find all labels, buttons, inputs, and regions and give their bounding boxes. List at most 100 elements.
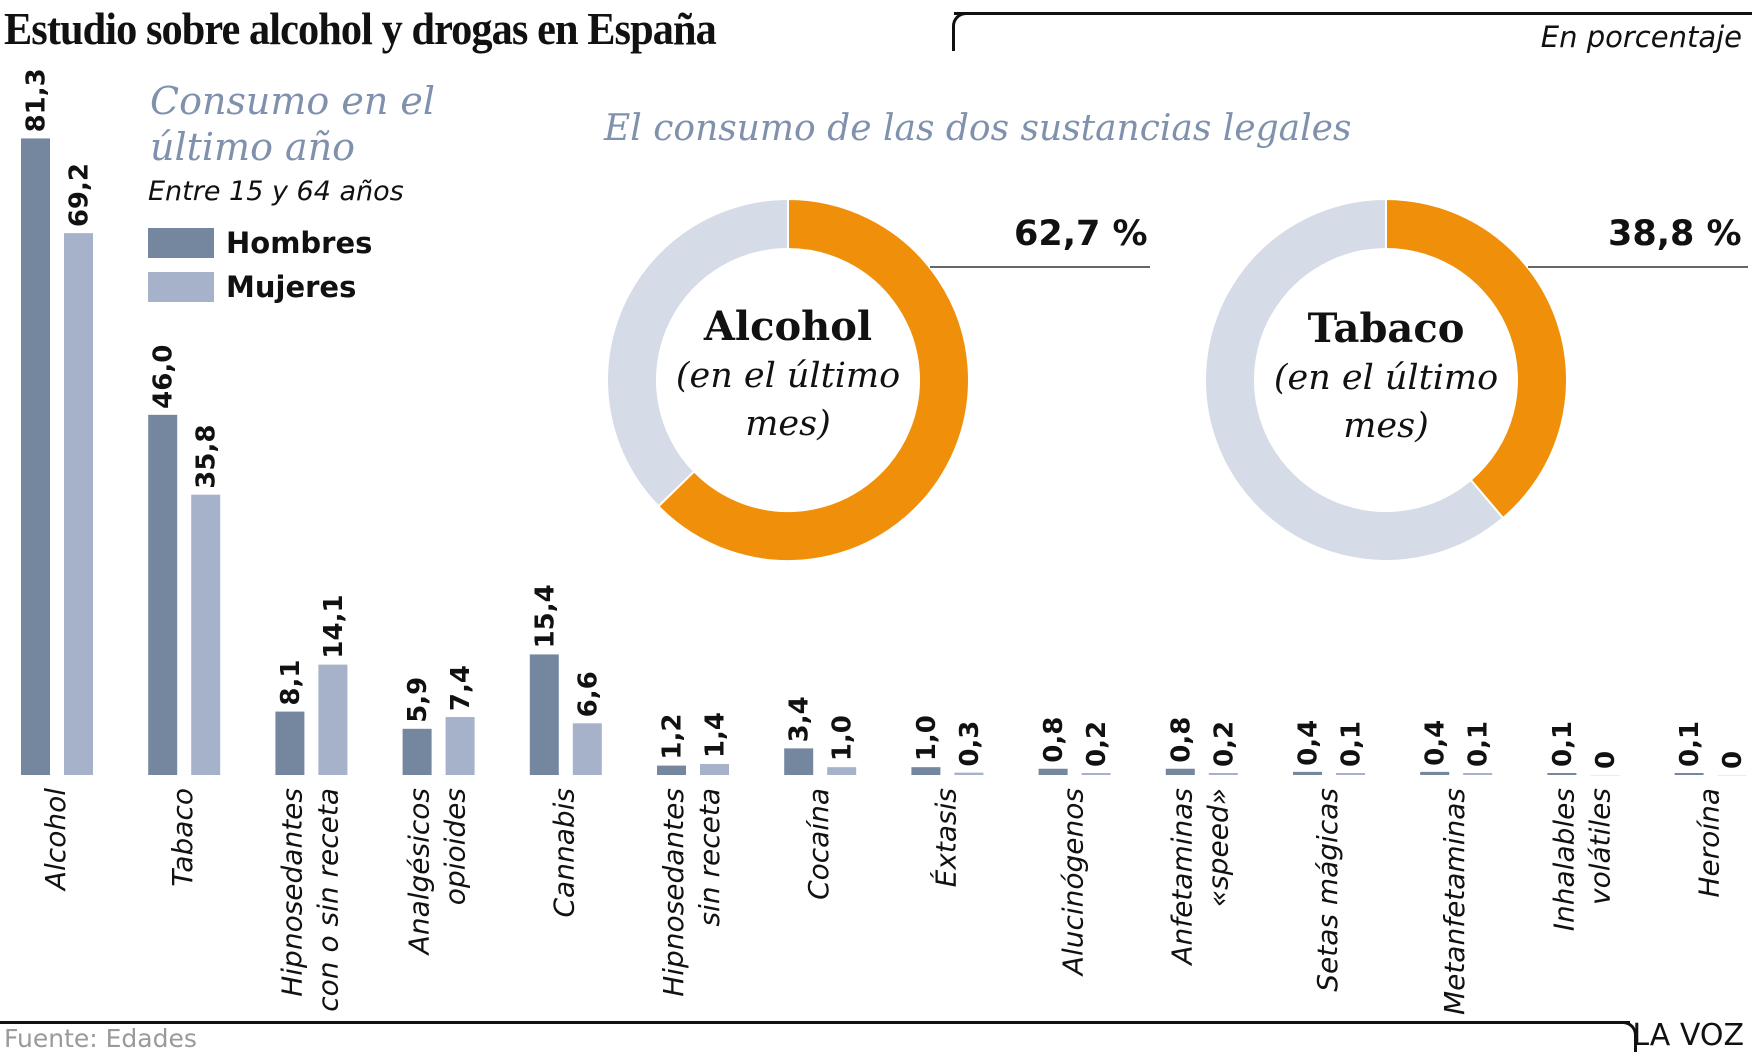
bar-value-label-mujeres-2: 14,1 [319, 594, 349, 658]
bar-mujeres-4 [572, 723, 602, 775]
bar-chart-title: Consumo en el último año [150, 79, 436, 169]
bar-value-label-hombres-9: 0,8 [1166, 717, 1196, 763]
donut-center-tabaco: Tabaco (en el último mes) [1256, 304, 1516, 450]
bar-hombres-9 [1165, 768, 1195, 775]
bar-hombres-5 [657, 765, 686, 775]
bar-mujeres-7 [954, 772, 984, 775]
bar-mujeres-8 [1081, 773, 1111, 775]
bar-mujeres-13 [1717, 775, 1747, 776]
legend-label-hombres: Hombres [226, 226, 373, 260]
bar-mujeres-9 [1208, 773, 1238, 775]
bar-hombres-12 [1547, 773, 1577, 775]
bar-hombres-7 [911, 767, 941, 775]
bar-value-label-mujeres-3: 7,4 [446, 665, 476, 711]
donut-value-slice-tabaco [1385, 197, 1568, 520]
bar-value-label-hombres-11: 0,4 [1421, 720, 1451, 766]
category-label-3-line1: Analgésicos [403, 788, 436, 956]
header-rule [954, 12, 1752, 15]
bar-value-label-mujeres-13: 0 [1718, 751, 1748, 769]
category-label-5-line1: Hipnosedantes [657, 788, 690, 997]
bar-mujeres-12 [1590, 775, 1620, 776]
chart-title: Estudio sobre alcohol y drogas en España [4, 3, 717, 54]
donut-value-label-alcohol: 62,7 % [1014, 214, 1148, 254]
category-label-11: Metanfetaminas [1438, 788, 1471, 1015]
bar-value-label-mujeres-9: 0,2 [1209, 721, 1239, 767]
category-label-3-line2: opioides [439, 788, 472, 905]
bar-hombres-8 [1038, 768, 1068, 775]
bar-mujeres-1 [191, 494, 221, 775]
category-label-12-line2: volátiles [1583, 788, 1616, 905]
donut-desc-alcohol-line2: mes) [745, 404, 831, 444]
legend-item-mujeres: Mujeres [148, 270, 356, 304]
bar-value-label-mujeres-11: 0,1 [1464, 721, 1494, 767]
donut-rest-slice-alcohol [606, 197, 789, 508]
bar-mujeres-10 [1336, 773, 1365, 775]
bar-value-label-hombres-6: 3,4 [785, 696, 815, 742]
bar-value-label-mujeres-7: 0,3 [955, 721, 985, 767]
donut-value-slice-alcohol [656, 197, 970, 562]
category-label-2-line2: con o sin receta [311, 788, 344, 1012]
category-label-4: Cannabis [548, 788, 581, 918]
donut-center-alcohol: Alcohol (en el último mes) [658, 302, 918, 448]
category-label-0: Alcohol [39, 788, 72, 892]
bar-mujeres-3 [445, 717, 475, 775]
category-label-12-line1: Inhalables [1547, 788, 1580, 931]
legend-item-hombres: Hombres [148, 226, 372, 260]
bar-mujeres-0 [64, 233, 93, 775]
donuts-heading: El consumo de las dos sustancias legales [604, 108, 1352, 149]
donut-charts [606, 197, 1748, 562]
bar-value-label-mujeres-5: 1,4 [701, 712, 731, 758]
bar-hombres-0 [21, 138, 50, 775]
bar-value-label-mujeres-8: 0,2 [1082, 721, 1112, 767]
bar-mujeres-11 [1463, 773, 1493, 775]
bar-hombres-10 [1293, 771, 1322, 775]
category-label-1: Tabaco [166, 788, 199, 887]
bar-hombres-11 [1420, 771, 1450, 775]
bar-hombres-4 [529, 654, 559, 775]
footer-rule [0, 1021, 1630, 1024]
category-label-9-line2: «speed» [1202, 788, 1235, 907]
legend-swatch-mujeres [148, 272, 214, 302]
donut-name-tabaco: Tabaco [1307, 305, 1465, 352]
donut-desc-tabaco-line1: (en el último [1273, 358, 1499, 398]
bar-value-label-mujeres-4: 6,6 [573, 671, 603, 717]
bar-mujeres-5 [700, 764, 729, 775]
bar-value-label-hombres-4: 15,4 [530, 584, 560, 648]
bar-hombres-3 [402, 728, 432, 775]
brand-logo: LA VOZ [1632, 1018, 1744, 1053]
bar-value-label-hombres-1: 46,0 [149, 345, 179, 409]
category-label-13: Heroína [1693, 788, 1726, 898]
category-label-6: Cocaína [802, 788, 835, 900]
donut-rest-slice-tabaco [1204, 197, 1505, 562]
unit-note: En porcentaje [1540, 20, 1742, 54]
bar-value-label-hombres-13: 0,1 [1675, 721, 1705, 767]
bar-hombres-1 [148, 414, 178, 775]
bar-value-label-hombres-0: 81,3 [22, 68, 52, 132]
category-label-9-line1: Anfetaminas [1166, 788, 1199, 967]
bar-value-label-hombres-3: 5,9 [403, 677, 433, 723]
bar-value-label-mujeres-0: 69,2 [65, 163, 95, 227]
bar-mujeres-2 [318, 664, 348, 775]
legend-swatch-hombres [148, 228, 214, 258]
donut-desc-tabaco-line2: mes) [1343, 406, 1429, 446]
bar-chart-subtitle: Entre 15 y 64 años [148, 176, 404, 207]
bar-mujeres-6 [827, 767, 857, 775]
bar-value-label-mujeres-12: 0 [1591, 751, 1621, 769]
bar-hombres-6 [784, 748, 814, 775]
bar-value-label-hombres-7: 1,0 [912, 715, 942, 761]
donut-desc-alcohol-line1: (en el último [675, 356, 901, 396]
donut-value-label-tabaco: 38,8 % [1608, 214, 1742, 254]
category-label-8: Alucinógenos [1057, 788, 1090, 977]
category-label-5-line2: sin receta [693, 788, 726, 927]
bar-value-label-hombres-10: 0,4 [1294, 720, 1324, 766]
source-note: Fuente: Edades [4, 1024, 197, 1053]
bar-hombres-2 [275, 711, 305, 775]
bar-value-label-mujeres-6: 1,0 [828, 715, 858, 761]
category-label-2-line1: Hipnosedantes [275, 788, 308, 997]
bar-value-label-mujeres-1: 35,8 [192, 425, 222, 489]
bar-hombres-13 [1674, 773, 1704, 775]
donut-name-alcohol: Alcohol [703, 303, 873, 350]
category-label-10: Setas mágicas [1311, 788, 1344, 992]
bar-value-label-hombres-8: 0,8 [1039, 717, 1069, 763]
